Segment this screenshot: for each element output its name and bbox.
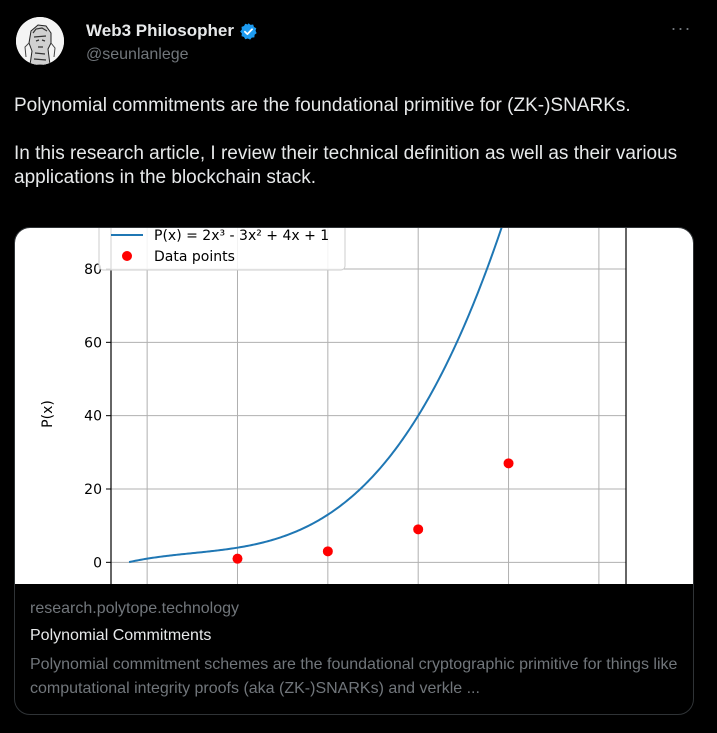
polynomial-chart: 0 20 40 60 80 P(x) P(x) = 2x³ - 3x² + 4x + 1 Da… (40, 228, 627, 584)
y-tick-label: 0 (93, 555, 102, 571)
legend-box (98, 228, 346, 271)
polynomial-curve-line (128, 228, 503, 564)
y-tick-label: 20 (84, 482, 102, 498)
y-axis-label: P(x) (40, 400, 56, 428)
author-handle[interactable]: @seunlanlege (86, 46, 189, 63)
data-point (503, 458, 514, 469)
data-point (413, 524, 424, 535)
y-tick-label: 80 (84, 262, 102, 278)
more-options-icon[interactable]: ··· (670, 18, 692, 38)
link-preview-card[interactable]: 0 20 40 60 80 P(x) P(x) = 2x³ - 3x² + 4x + 1 Da… (14, 227, 694, 715)
card-description: Polynomial commitment schemes are the fo… (30, 656, 678, 697)
avatar-image (16, 17, 64, 65)
legend-label-polynomial: P(x) = 2x³ - 3x² + 4x + 1 (154, 228, 329, 244)
avatar[interactable] (16, 17, 64, 65)
data-point (322, 546, 333, 557)
verified-badge-icon (239, 22, 258, 41)
card-domain: research.polytope.technology (30, 600, 240, 617)
card-image-chart: 0 20 40 60 80 P(x) P(x) = 2x³ - 3x² + 4x + 1 Da… (15, 228, 693, 584)
card-title: Polynomial Commitments (30, 627, 212, 644)
data-point (232, 553, 243, 564)
legend-label-data-points: Data points (154, 249, 235, 265)
author-name-row[interactable]: Web3 Philosopher (86, 21, 258, 41)
author-display-name[interactable]: Web3 Philosopher (86, 21, 234, 40)
card-meta: research.polytope.technology Polynomial … (30, 600, 680, 701)
y-tick-label: 60 (84, 335, 102, 351)
tweet-text: Polynomial commitments are the foundatio… (14, 95, 678, 188)
legend-point-swatch (122, 251, 132, 261)
y-tick-label: 40 (84, 409, 102, 425)
